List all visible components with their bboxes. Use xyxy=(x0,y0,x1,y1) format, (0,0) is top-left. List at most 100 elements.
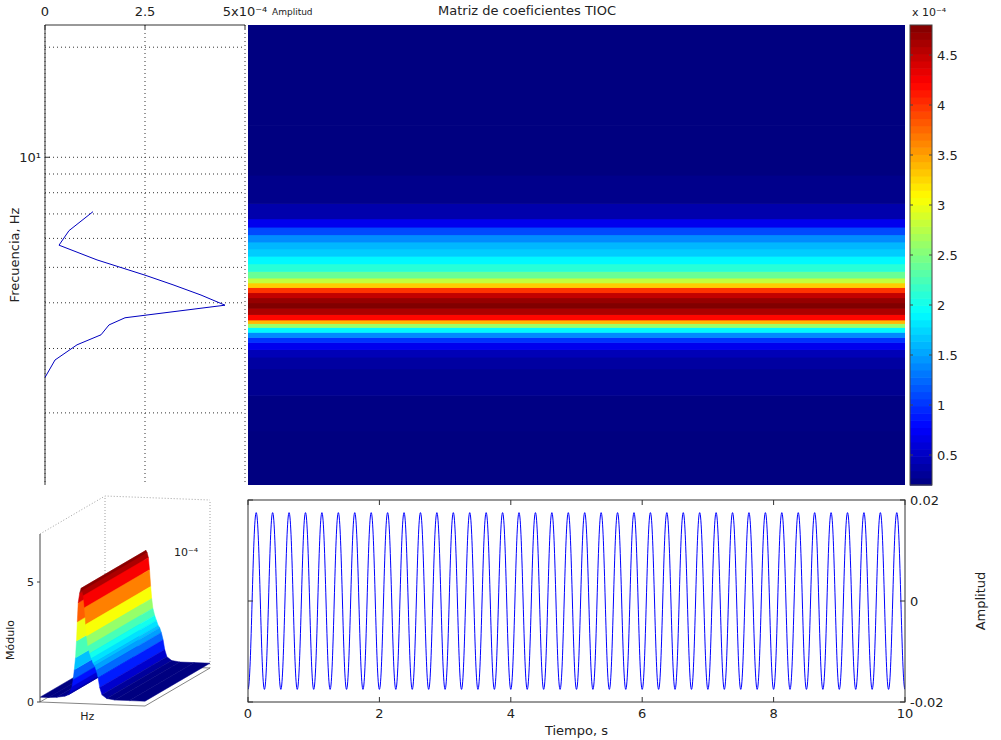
spectrum-plot xyxy=(45,212,225,378)
colorbar-step xyxy=(910,140,932,148)
signal-plot xyxy=(248,513,905,690)
colorbar-tick xyxy=(910,255,913,256)
heatmap-cell xyxy=(248,467,905,485)
spectrum-axis xyxy=(45,25,46,485)
colorbar-step xyxy=(910,233,932,241)
heatmap-cell xyxy=(248,278,905,283)
heatmap-cell xyxy=(248,256,905,264)
colorbar-step xyxy=(910,356,932,364)
signal-frame xyxy=(248,500,905,702)
x-tick xyxy=(773,697,774,702)
surface-x-label: Hz xyxy=(80,710,94,723)
spectrum-axis-title: Amplitud xyxy=(272,7,313,17)
colorbar-step xyxy=(910,284,932,292)
y-tick-label: -0.02 xyxy=(910,695,944,710)
heatmap-cell xyxy=(248,431,905,468)
heatmap-cell xyxy=(248,203,905,219)
colorbar-step xyxy=(910,198,932,206)
colorbar-tick-label: 3 xyxy=(937,198,945,213)
y2-axis-title: Amplitud xyxy=(973,572,988,631)
x-tick xyxy=(245,25,246,29)
colorbar-step xyxy=(910,435,932,443)
surface-z-tick xyxy=(37,702,40,703)
colorbar-step xyxy=(910,147,932,155)
grid-line-x xyxy=(245,25,246,485)
colorbar-step xyxy=(910,348,932,356)
y-tick xyxy=(248,601,253,602)
surface-z-tick-label: 5 xyxy=(27,576,34,589)
heatmap-cell xyxy=(248,271,905,278)
colorbar-step xyxy=(910,212,932,220)
heatmap-cell xyxy=(248,283,905,288)
surface-multiplier: 10⁻⁴ xyxy=(174,546,199,559)
colorbar-step xyxy=(910,384,932,392)
signal-line xyxy=(248,513,905,690)
heatmap-cell xyxy=(248,320,905,324)
colorbar-step xyxy=(910,341,932,349)
heatmap-cell xyxy=(248,349,905,357)
y-tick xyxy=(45,157,50,158)
colorbar-step xyxy=(910,449,932,457)
colorbar-tick-label: 2 xyxy=(937,298,945,313)
heatmap-cell xyxy=(248,395,905,431)
colorbar-step xyxy=(910,133,932,141)
colorbar-multiplier: x 10⁻⁴ xyxy=(912,6,947,19)
heatmap-cell xyxy=(248,298,905,304)
y-tick xyxy=(900,500,905,501)
colorbar-step xyxy=(910,75,932,83)
figure: Matriz de coeficientes TIOC0.511.522.533… xyxy=(0,0,1001,740)
heatmap-cell xyxy=(248,337,905,343)
y-tick xyxy=(248,500,253,501)
surface: 0 5 10⁻⁴ Hz Módulo xyxy=(4,496,210,723)
colorbar-step xyxy=(910,392,932,400)
heatmap-cell xyxy=(248,357,905,369)
colorbar-step xyxy=(910,420,932,428)
heatmap-cell xyxy=(248,369,905,396)
spectrum-tick-label: 0 xyxy=(41,4,49,19)
heatmap-cell xyxy=(248,332,905,338)
colorbar-step xyxy=(910,463,932,471)
colorbar-step xyxy=(910,241,932,249)
spectrum-tick-label: 5x10⁻⁴ xyxy=(223,4,268,19)
grid-line-minor xyxy=(45,348,245,349)
y-tick-label: 0 xyxy=(910,594,918,609)
colorbar-tick xyxy=(929,355,932,356)
surface-z-tick-label: 0 xyxy=(27,696,34,709)
colorbar-step xyxy=(910,399,932,407)
colorbar-tick-label: 1.5 xyxy=(937,348,958,363)
heatmap-cell xyxy=(248,59,905,126)
heatmap-cell xyxy=(248,303,905,309)
colorbar-step xyxy=(910,61,932,69)
colorbar-step xyxy=(910,413,932,421)
heatmap-cell xyxy=(248,249,905,257)
colorbar-tick xyxy=(910,155,913,156)
colorbar-step xyxy=(910,190,932,198)
surface-z-label: Módulo xyxy=(4,620,17,660)
grid-line-minor xyxy=(45,47,245,48)
heatmap-cell xyxy=(248,242,905,250)
colorbar-tick xyxy=(929,55,932,56)
grid-line-x xyxy=(145,25,146,485)
x-tick xyxy=(642,500,643,505)
colorbar-step xyxy=(910,169,932,177)
heatmap-cell xyxy=(248,264,905,272)
colorbar-tick xyxy=(910,105,913,106)
grid-line-minor xyxy=(45,238,245,239)
x-axis-title: Tiempo, s xyxy=(544,723,608,738)
colorbar-step xyxy=(910,363,932,371)
colorbar-tick-label: 0.5 xyxy=(937,448,958,463)
y-tick-label: 10¹ xyxy=(19,150,41,165)
x-tick xyxy=(248,500,249,505)
colorbar-step xyxy=(910,176,932,184)
y-tick-label: 0.02 xyxy=(910,493,939,508)
colorbar-step xyxy=(910,248,932,256)
colorbar-step xyxy=(910,205,932,213)
x-tick xyxy=(379,697,380,702)
colorbar-step xyxy=(910,305,932,313)
colorbar-tick xyxy=(910,355,913,356)
colorbar-step xyxy=(910,291,932,299)
colorbar-step xyxy=(910,39,932,47)
colorbar-step xyxy=(910,370,932,378)
spectrum-top-axis xyxy=(45,25,245,26)
colorbar-step xyxy=(910,162,932,170)
